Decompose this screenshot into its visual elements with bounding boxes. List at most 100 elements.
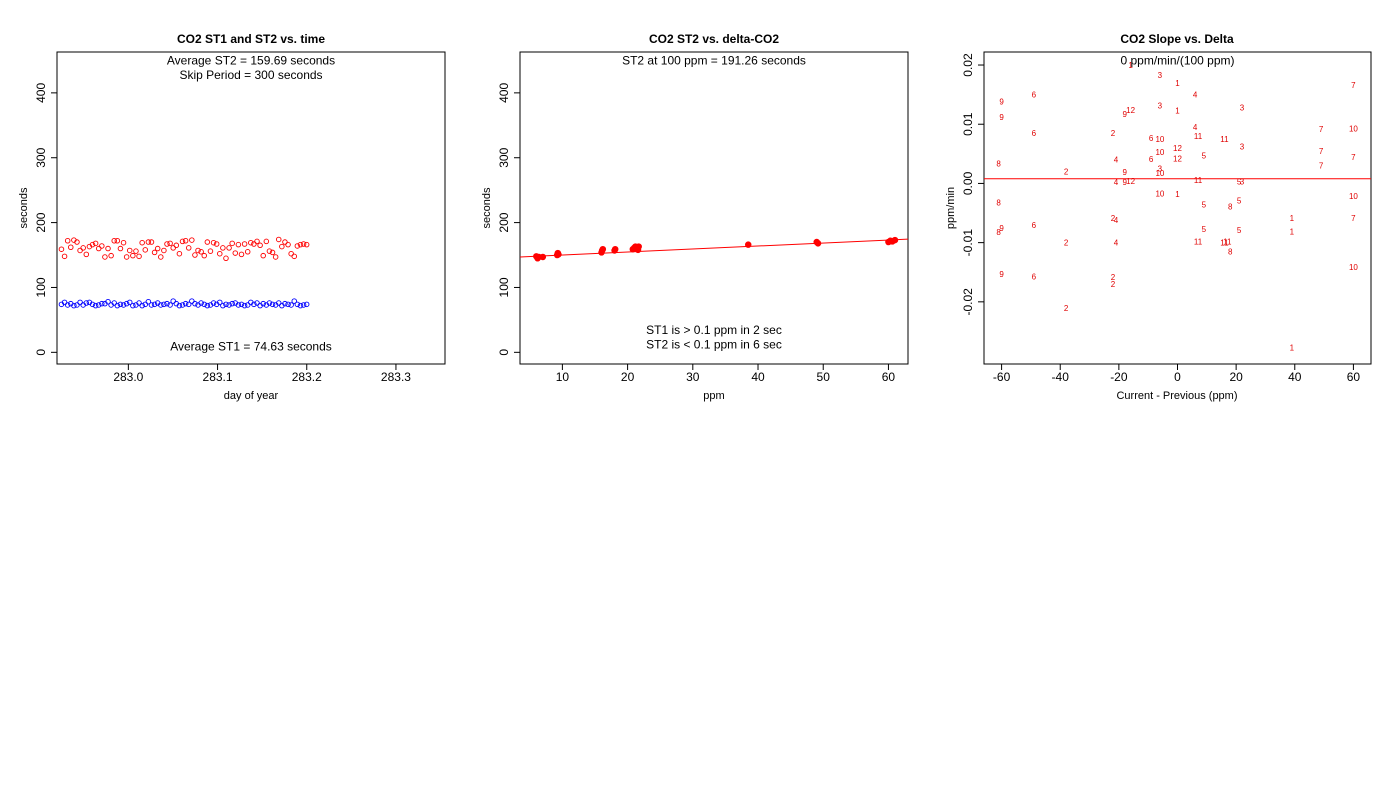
data-point: [161, 301, 167, 308]
data-point: [130, 252, 136, 259]
data-point: [539, 253, 547, 261]
data-point: [83, 251, 90, 258]
point-label: 3: [1240, 104, 1245, 113]
fit-line: [519, 238, 909, 258]
point-label: 1: [1128, 61, 1133, 70]
data-point: [269, 301, 276, 308]
point-label: 4: [1114, 156, 1119, 165]
point-label: 12: [1173, 155, 1182, 164]
data-point: [108, 252, 114, 259]
point-label: 1: [1290, 214, 1295, 223]
data-point: [130, 302, 136, 309]
point-label: 3: [1240, 143, 1245, 152]
point-label: 5: [1202, 225, 1207, 234]
data-point: [139, 239, 145, 246]
point-label: 6: [1149, 134, 1154, 143]
point-label: 7: [1351, 81, 1356, 90]
data-point: [210, 300, 217, 306]
chart-title: CO2 Slope vs. Delta: [1120, 32, 1234, 46]
x-tick-label: 20: [621, 370, 635, 384]
data-point: [182, 300, 189, 307]
data-point: [257, 242, 263, 249]
data-point: [635, 243, 642, 250]
chart-title: CO2 ST1 and ST2 vs. time: [177, 32, 325, 46]
data-point: [285, 241, 291, 248]
point-label: 1: [1175, 107, 1180, 116]
data-point: [105, 245, 111, 252]
point-label: 8: [996, 159, 1001, 168]
y-tick-label: 100: [497, 277, 511, 297]
x-tick-label: 283.0: [113, 370, 143, 384]
data-point: [238, 301, 245, 308]
data-point: [192, 300, 198, 307]
y-tick-label: -0.02: [961, 288, 975, 316]
point-label: 3: [1158, 71, 1163, 80]
y-tick-label: 0: [497, 349, 511, 356]
y-tick-label: 0.01: [961, 112, 975, 136]
data-point: [133, 248, 139, 254]
y-tick-label: 200: [34, 212, 48, 232]
data-point: [120, 302, 127, 308]
point-label: 5: [1237, 197, 1242, 206]
data-point: [58, 246, 65, 252]
point-label: 11: [1220, 239, 1229, 248]
point-label: 6: [1032, 272, 1037, 281]
data-point: [114, 302, 121, 309]
data-point: [176, 302, 183, 309]
point-label: 8: [996, 198, 1001, 207]
data-point: [151, 249, 158, 256]
data-point: [300, 302, 307, 308]
data-point: [220, 245, 226, 251]
data-point: [158, 302, 164, 308]
point-label: 4: [1114, 239, 1119, 248]
point-label: 9: [999, 224, 1004, 233]
y-axis-label: ppm/min: [945, 187, 957, 229]
point-label: 7: [1319, 162, 1324, 171]
point-label: 6: [1032, 129, 1037, 138]
point-label: 9: [999, 98, 1004, 107]
data-point: [148, 302, 155, 308]
x-tick-label: 283.1: [203, 370, 233, 384]
point-label: 10: [1155, 148, 1164, 157]
data-point: [68, 244, 74, 250]
data-point: [161, 247, 167, 254]
y-axis: 0 100 200 300 400: [497, 83, 521, 356]
data-point: [744, 241, 752, 248]
data-point: [229, 300, 235, 307]
point-label: 2: [1064, 304, 1069, 313]
annotations: 0 ppm/min/(100 ppm): [1120, 53, 1234, 67]
data-point: [198, 300, 204, 306]
data-points: [58, 236, 310, 309]
point-label: 11: [1194, 237, 1203, 246]
point-label: 6: [1149, 155, 1154, 164]
x-tick-label: 283.2: [292, 370, 322, 384]
data-point: [303, 301, 310, 308]
data-point: [294, 243, 301, 249]
data-point: [555, 251, 562, 258]
data-point: [235, 302, 242, 308]
y-tick-label: 100: [34, 277, 48, 297]
data-point: [173, 242, 180, 249]
data-point: [185, 245, 192, 251]
x-tick-label: -60: [993, 370, 1011, 384]
data-point: [74, 239, 80, 245]
point-label: 9: [1123, 178, 1128, 187]
data-point: [254, 238, 260, 245]
point-label: 2: [1111, 280, 1116, 289]
data-point: [139, 302, 145, 309]
data-point: [891, 236, 899, 244]
point-label: 3: [1158, 101, 1163, 110]
data-point: [92, 302, 99, 309]
data-point: [204, 239, 211, 245]
data-point: [207, 248, 214, 254]
data-point: [117, 301, 124, 308]
data-point: [217, 250, 223, 257]
data-point: [223, 255, 229, 262]
point-label: 12: [1126, 106, 1135, 115]
data-point: [120, 239, 127, 246]
data-point: [266, 300, 273, 306]
y-tick-label: 0.00: [961, 171, 975, 195]
point-label: 4: [1193, 91, 1198, 100]
data-point: [297, 241, 304, 248]
